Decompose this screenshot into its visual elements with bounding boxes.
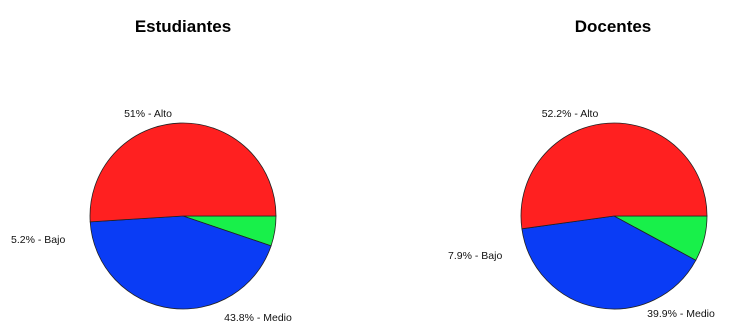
slice-label-bajo: 7.9% - Bajo <box>448 250 502 262</box>
pie-slice-medio <box>89 215 272 310</box>
pie-slice-alto <box>89 122 277 223</box>
pie-chart-estudiantes: Estudiantes 51% - Alto 43.8% - Medio 5.2% … <box>11 17 292 324</box>
slice-label-bajo: 5.2% - Bajo <box>11 234 65 246</box>
pie-slice-alto <box>520 122 708 230</box>
slice-label-medio: 39.9% - Medio <box>647 308 715 320</box>
slice-label-medio: 43.8% - Medio <box>224 312 292 324</box>
chart-title: Docentes <box>575 17 652 36</box>
slice-label-alto: 52.2% - Alto <box>542 108 599 120</box>
pie-chart-docentes: Docentes 52.2% - Alto 39.9% - Medio 7.9% -… <box>448 17 715 320</box>
pie-slice-medio <box>521 215 697 310</box>
chart-title: Estudiantes <box>135 17 231 36</box>
slice-label-alto: 51% - Alto <box>124 108 172 120</box>
